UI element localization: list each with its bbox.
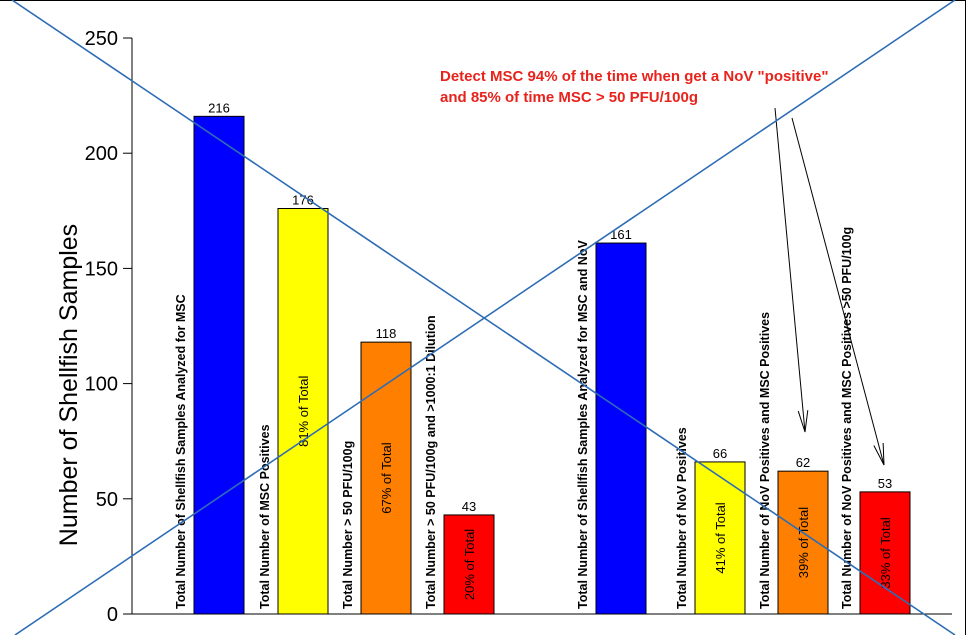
bar-category-label: Total Number of MSC Positives [258, 424, 272, 609]
y-tick-label: 150 [85, 258, 118, 280]
bars: 216 Total Number of Shellfish Samples Ana… [174, 100, 911, 615]
arrow-to-nov-msc-50-bar-shaft [791, 117, 885, 466]
bar [777, 470, 829, 615]
bar-value-label: 118 [376, 326, 397, 341]
arrow-to-nov-msc-bar-shaft [774, 107, 806, 433]
y-tick-label: 100 [85, 374, 118, 396]
y-tick-label: 200 [85, 143, 118, 165]
y-tick-label: 250 [85, 28, 118, 50]
bar-value-label: 161 [610, 227, 632, 242]
cross-line-down [11, 0, 956, 636]
bar-percent-label: 81% of Total [296, 375, 311, 446]
bar-value-label: 53 [878, 476, 892, 491]
bar-value-label: 176 [292, 192, 314, 207]
bar [277, 207, 329, 615]
bar [595, 242, 647, 615]
arrow-to-nov-msc-50-bar-head [873, 442, 885, 466]
bar-percent-label: 39% of Total [796, 507, 811, 578]
y-tick-label: 0 [107, 604, 118, 626]
bar-value-label: 62 [796, 455, 810, 470]
bar-value-label: 66 [713, 446, 727, 461]
bar-category-label: Total Number of NoV Positives [675, 427, 689, 609]
bar-category-label: Total Number of Shellfish Samples Analyz… [174, 294, 188, 609]
bar [859, 491, 911, 615]
y-tick-label: 50 [96, 489, 118, 511]
cross-line-up [14, 0, 956, 636]
bar-category-label: Total Number of Shellfish Samples Analyz… [576, 240, 590, 609]
bar-percent-label: 41% of Total [713, 502, 728, 573]
annotation-line-1: Detect MSC 94% of the time when get a No… [440, 68, 828, 85]
annotation-line-2: and 85% of time MSC > 50 PFU/100g [440, 89, 698, 106]
bar-value-label: 216 [208, 100, 230, 115]
bar-category-label: Total Number > 50 PFU/100g and >1000:1 D… [424, 315, 438, 609]
bar-value-label: 43 [462, 499, 476, 514]
bar-category-label: Total Number of NoV Positives and MSC Po… [840, 227, 854, 609]
bar-category-label: Total Number of NoV Positives and MSC Po… [758, 312, 772, 609]
arrow-to-nov-msc-bar-head [797, 410, 809, 433]
bar-percent-label: 67% of Total [379, 442, 394, 513]
bar [443, 514, 495, 615]
y-axis-title: Number of Shellfish Samples [55, 224, 83, 546]
axes: 0 50 100 150 200 250 [85, 28, 952, 626]
bar-percent-label: 33% of Total [878, 517, 893, 588]
bar [193, 115, 245, 615]
bar-percent-label: 20% of Total [462, 529, 477, 600]
bar-category-label: Total Number > 50 PFU/100g [341, 441, 355, 609]
annotation-arrows [774, 107, 885, 466]
bar [360, 341, 412, 615]
cross-out-lines [11, 0, 956, 636]
